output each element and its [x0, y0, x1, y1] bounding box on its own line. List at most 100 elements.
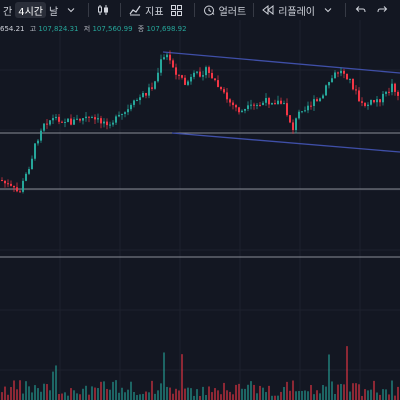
candle-body: [256, 104, 258, 106]
interval-dropdown-button[interactable]: [61, 0, 84, 20]
price-chart[interactable]: [0, 20, 400, 400]
candle-body: [34, 143, 36, 159]
interval-4h-button[interactable]: 4시간: [15, 2, 46, 18]
trendline-lower[interactable]: [171, 132, 400, 153]
candle-body: [211, 72, 213, 79]
volume-bar: [106, 388, 108, 400]
candle-body: [181, 75, 183, 78]
candle-body: [373, 99, 375, 103]
volume-bar: [349, 391, 351, 400]
candle-body: [187, 81, 189, 85]
candle-body: [346, 73, 348, 80]
volume-bar: [133, 391, 135, 400]
candle-body: [241, 110, 243, 113]
volume-bar: [211, 392, 213, 400]
candle-body: [22, 180, 24, 192]
layouts-button[interactable]: [167, 0, 190, 20]
candle-body: [190, 76, 192, 82]
candle-body: [85, 116, 87, 119]
toolbar-divider: [193, 3, 195, 17]
volume-bar: [241, 388, 243, 400]
candle-body: [382, 93, 384, 103]
volume-bar: [52, 371, 54, 400]
candle-body: [130, 104, 132, 110]
volume-bar: [352, 383, 354, 400]
volume-bar: [244, 388, 246, 400]
candle-body: [226, 92, 228, 100]
volume-bar: [340, 383, 342, 400]
volume-bar: [217, 390, 219, 400]
volume-bar: [391, 380, 393, 400]
volume-bar: [262, 387, 264, 400]
volume-bar: [160, 383, 162, 400]
candle-body: [337, 72, 339, 74]
volume-bar: [238, 383, 240, 400]
volume-bar: [301, 390, 303, 400]
candle-body: [124, 112, 126, 114]
candle-body: [52, 118, 54, 121]
candle-body: [328, 82, 330, 86]
candle-body: [235, 105, 237, 108]
replay-dropdown-button[interactable]: [318, 0, 341, 20]
chart-grid: [0, 20, 400, 400]
replay-button[interactable]: 리플레이: [258, 0, 318, 20]
alerts-label: 얼러트: [218, 6, 247, 18]
interval-day-button[interactable]: 날: [46, 0, 61, 20]
candle-body: [238, 107, 240, 113]
volume-bar: [256, 393, 258, 400]
interval-4h-label: 4시간: [18, 6, 43, 18]
volume-bar: [166, 386, 168, 400]
volume-bar: [28, 386, 30, 400]
chevron-down-icon: [64, 3, 78, 17]
redo-button[interactable]: [373, 0, 396, 20]
candle-body: [193, 72, 195, 77]
candle-body: [268, 98, 270, 105]
trend-channel[interactable]: [162, 51, 400, 153]
volume-bar: [379, 394, 381, 400]
candle-body: [334, 72, 336, 79]
volume-bar: [73, 390, 75, 400]
volume-bar: [88, 394, 90, 400]
volume-bar: [331, 381, 333, 400]
volume-bar: [388, 394, 390, 400]
candle-body: [73, 119, 75, 125]
volume-bar: [277, 395, 279, 400]
candle-body: [145, 92, 147, 96]
candle-body: [274, 103, 276, 105]
volume-bar: [199, 395, 201, 400]
bar-style-button[interactable]: [93, 0, 116, 20]
volume-bar: [373, 380, 375, 400]
candle-body: [394, 83, 396, 92]
indicators-button[interactable]: 지표: [125, 0, 166, 20]
volume-bar: [250, 381, 252, 400]
toolbar-divider: [88, 3, 90, 17]
volume-bar: [265, 392, 267, 400]
interval-day-label: 날: [48, 6, 59, 18]
volume-bar: [181, 354, 183, 400]
candle-body: [178, 74, 180, 76]
volume-bar: [58, 393, 60, 400]
volume-bar: [61, 393, 63, 400]
redo-icon: [376, 3, 390, 17]
candle-body: [94, 117, 96, 120]
candle-body: [118, 114, 120, 117]
undo-button[interactable]: [350, 0, 373, 20]
volume-bar: [13, 380, 15, 400]
candle-body: [91, 117, 93, 119]
candle-body: [55, 116, 57, 119]
candle-body: [202, 75, 204, 77]
alerts-button[interactable]: 얼러트: [199, 0, 250, 20]
trendline-upper[interactable]: [162, 51, 400, 74]
candle-body: [265, 98, 267, 103]
horizontal-lines[interactable]: [0, 132, 400, 258]
candle-body: [115, 116, 117, 123]
candle-body: [166, 54, 168, 58]
volume-bar: [370, 389, 372, 400]
volume-bar: [223, 382, 225, 400]
interval-prev-button[interactable]: 간: [0, 0, 15, 20]
volume-bar: [94, 387, 96, 400]
volume-bar: [295, 391, 297, 400]
toolbar-divider: [120, 3, 122, 17]
candle-body: [184, 77, 186, 85]
candle-body: [112, 122, 114, 125]
